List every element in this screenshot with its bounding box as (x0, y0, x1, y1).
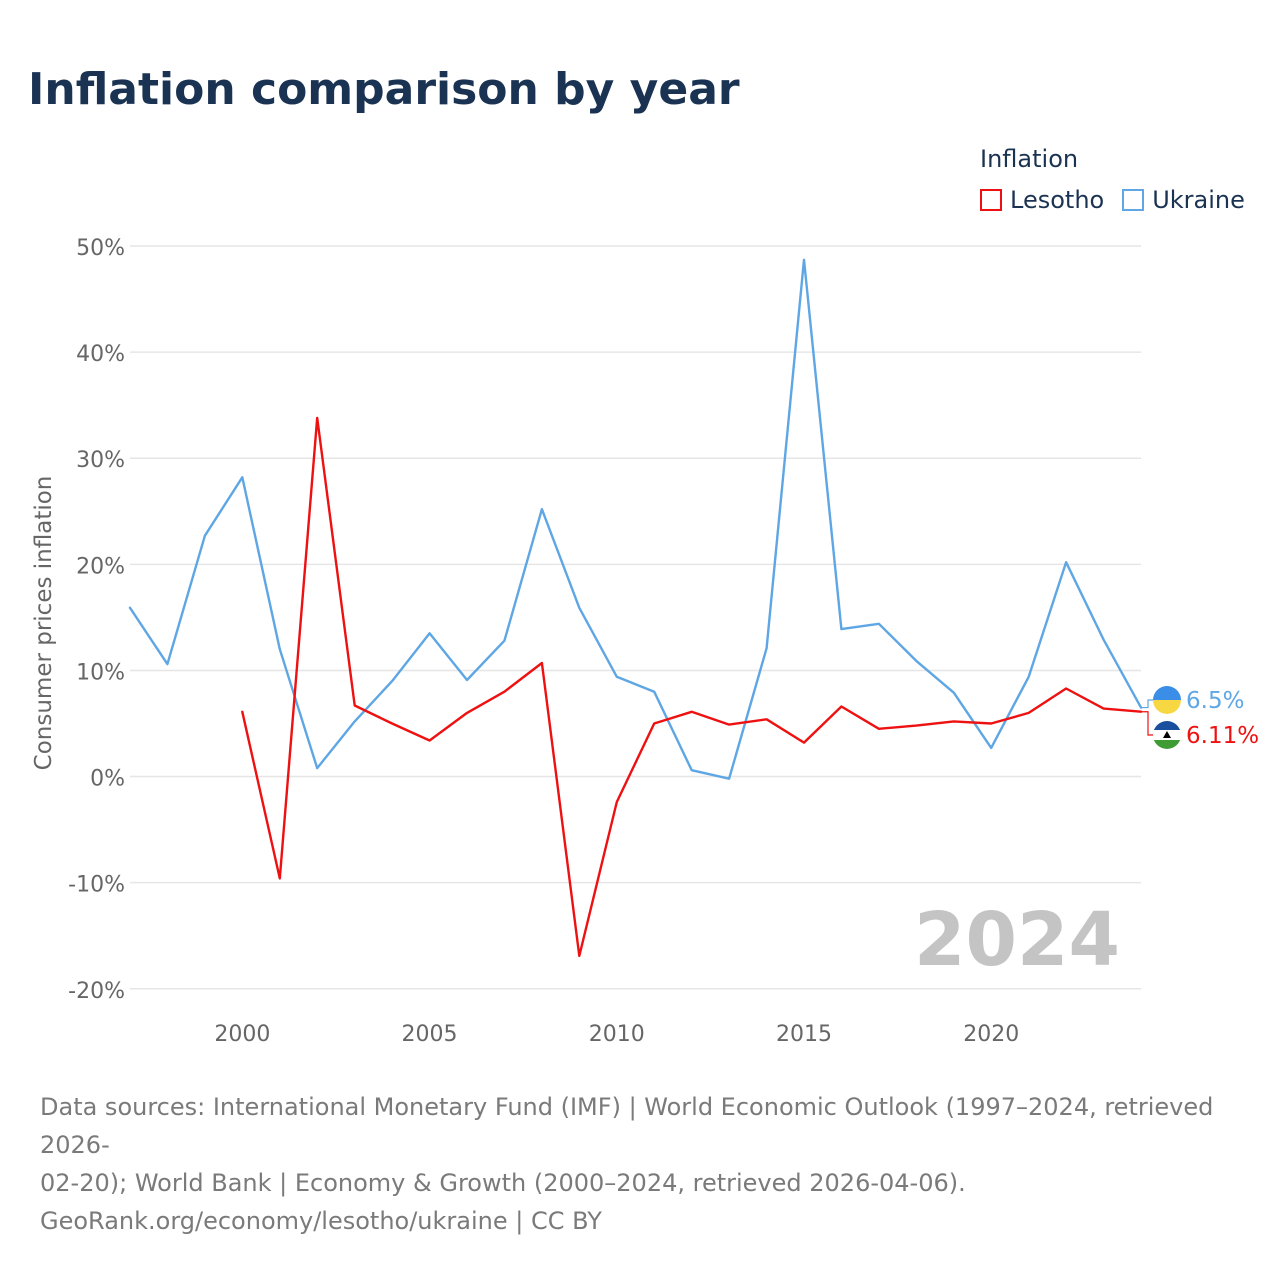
legend-label-lesotho: Lesotho (1010, 186, 1105, 214)
y-axis-title: Consumer prices inflation (31, 476, 57, 771)
lesotho-hat-icon (1163, 731, 1171, 738)
legend-item-ukraine[interactable]: Ukraine (1122, 186, 1245, 214)
x-tick-label: 2005 (402, 1022, 458, 1047)
legend-title: Inflation (980, 145, 1079, 173)
y-tick-label: 20% (76, 554, 125, 579)
legend: Lesotho Ukraine (980, 186, 1245, 214)
series-line-lesotho (241, 416, 1143, 958)
footer-source-line-2: 02-20); World Bank | Economy & Growth (2… (40, 1169, 966, 1197)
x-tick-label: 2010 (589, 1022, 645, 1047)
lesotho-flag-bottom (1153, 740, 1181, 749)
y-tick-label: 0% (90, 767, 125, 792)
footer-attribution: GeoRank.org/economy/lesotho/ukraine | CC… (40, 1207, 602, 1235)
x-tick-label: 2015 (776, 1022, 832, 1047)
legend-swatch-ukraine (1122, 189, 1145, 211)
series-line-ukraine (128, 258, 1143, 780)
end-label-connector (1141, 711, 1154, 736)
lesotho-flag-top (1153, 721, 1181, 730)
y-tick-label: 10% (76, 660, 125, 685)
y-tick-label: -10% (68, 873, 125, 898)
chart-title: Inflation comparison by year (28, 64, 740, 115)
legend-item-lesotho[interactable]: Lesotho (980, 186, 1104, 214)
footer-source-line-1: Data sources: International Monetary Fun… (40, 1093, 1214, 1159)
legend-label-ukraine: Ukraine (1152, 186, 1245, 214)
footer: Data sources: International Monetary Fun… (40, 1088, 1250, 1240)
end-label-connector (1141, 699, 1154, 709)
year-watermark: 2024 (914, 897, 1120, 983)
end-value-label-lesotho: 6.11% (1186, 723, 1259, 749)
legend-swatch-lesotho (980, 189, 1002, 211)
y-tick-label: -20% (68, 979, 125, 1004)
end-value-label-ukraine: 6.5% (1186, 688, 1244, 714)
x-tick-label: 2000 (214, 1022, 270, 1047)
x-tick-label: 2020 (963, 1022, 1019, 1047)
y-tick-label: 50% (76, 236, 125, 261)
ukraine-flag-top (1153, 686, 1181, 700)
y-tick-label: 30% (76, 448, 125, 473)
y-tick-label: 40% (76, 342, 125, 367)
line-chart: -20% -10% 0% 10% 20% 30% 40% 50% 2000 2005 2010 201… (31, 236, 1259, 1047)
ukraine-flag-bottom (1153, 700, 1181, 714)
